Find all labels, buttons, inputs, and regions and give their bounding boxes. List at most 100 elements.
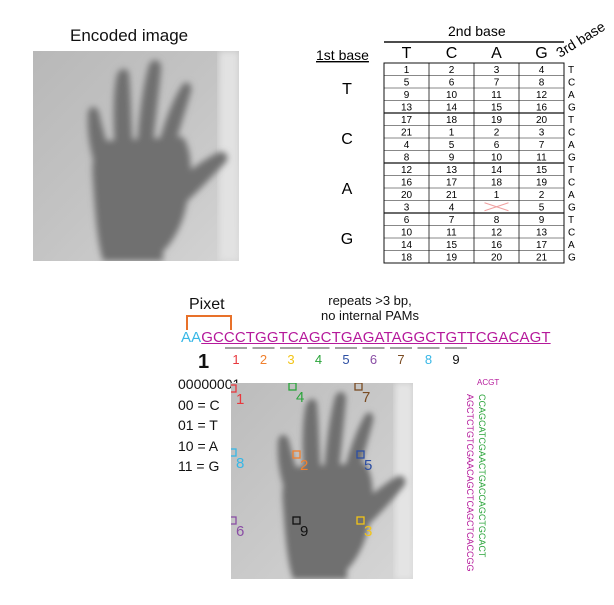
codon-value: 12 — [536, 90, 548, 101]
encoding-key-line: 11 = G — [178, 458, 220, 474]
first-base-header: 1st base — [316, 47, 369, 63]
codon-value: 20 — [401, 190, 413, 201]
first-base-label: A — [342, 181, 353, 198]
codon-value: 2 — [539, 190, 545, 201]
repeats-note: repeats >3 bp, no internal PAMs — [305, 293, 435, 323]
codon-value: 5 — [449, 140, 455, 151]
codon-value: 14 — [491, 165, 503, 176]
codon-value: 9 — [404, 90, 410, 101]
sequence-index-label: 1 — [198, 351, 209, 373]
marker-box — [356, 450, 365, 459]
codon-value: 20 — [491, 253, 503, 264]
marker-label: 1 — [236, 391, 244, 408]
third-base-label: G — [568, 203, 576, 214]
segment-number: 8 — [425, 352, 432, 367]
encoded-image-title: Encoded image — [70, 26, 189, 45]
pixet-label: Pixet — [189, 296, 225, 313]
second-base-header: 2nd base — [448, 23, 506, 39]
sequence-prefix: AA — [181, 329, 202, 346]
segment-number: 6 — [370, 352, 377, 367]
segment-number: 5 — [342, 352, 349, 367]
third-base-label: C — [568, 178, 575, 189]
third-base-label: T — [568, 215, 574, 226]
codon-value: 6 — [449, 78, 455, 89]
marker-label: 5 — [364, 457, 372, 474]
codon-value: 13 — [536, 228, 548, 239]
codon-value: 20 — [536, 115, 548, 126]
codon-value: 21 — [401, 128, 413, 139]
codon-value: 7 — [449, 215, 455, 226]
decoded-hand-image: 1 4 7 8 2 5 6 9 3 — [228, 382, 413, 579]
third-base-label: G — [568, 103, 576, 114]
third-base-label: A — [568, 190, 575, 201]
codon-value: 7 — [494, 78, 500, 89]
marker-label: 9 — [300, 523, 308, 540]
codon-value: 13 — [446, 165, 458, 176]
segment-number: 2 — [260, 352, 267, 367]
codon-value: 5 — [404, 78, 410, 89]
codon-value: 10 — [446, 90, 458, 101]
codon-value: 3 — [404, 203, 410, 214]
third-base-label: C — [568, 78, 575, 89]
codon-value: 16 — [401, 178, 413, 189]
third-base-label: A — [568, 90, 575, 101]
third-base-label: C — [568, 128, 575, 139]
codon-value: 1 — [449, 128, 455, 139]
marker-label: 4 — [296, 389, 304, 406]
strike-mark — [484, 202, 509, 212]
codon-value: 18 — [446, 115, 458, 126]
pixet-bracket — [186, 315, 232, 330]
marker-label: 8 — [236, 455, 244, 472]
codon-value: 6 — [404, 215, 410, 226]
marker-box — [354, 382, 363, 391]
hairpin-right-strand: CCAGCATCGAACTGACCAGCTGCACT — [477, 394, 487, 558]
hairpin-loop: ACGT — [477, 378, 499, 387]
codon-value: 4 — [404, 140, 410, 151]
codon-value: 21 — [446, 190, 458, 201]
marker-box — [292, 516, 301, 525]
marker-box — [356, 516, 365, 525]
encoded-hand-image — [33, 51, 239, 261]
codon-value: 5 — [539, 203, 545, 214]
segment-number-row: 1 1 2 3 4 5 6 7 8 9 — [198, 347, 467, 373]
first-base-label: G — [341, 231, 353, 248]
segment-number: 3 — [287, 352, 294, 367]
third-base-label: T — [568, 115, 574, 126]
codon-value: 4 — [539, 65, 545, 76]
codon-value: 17 — [536, 240, 548, 251]
third-base-label: T — [568, 65, 574, 76]
segment-number: 1 — [232, 352, 239, 367]
codon-value: 19 — [536, 178, 548, 189]
third-base-label: A — [568, 240, 575, 251]
codon-value: 18 — [401, 253, 413, 264]
repeats-note-line2: no internal PAMs — [320, 308, 420, 323]
codon-value: 8 — [494, 215, 500, 226]
codon-value: 11 — [491, 90, 502, 101]
codon-value: 9 — [539, 215, 545, 226]
codon-value: 11 — [536, 153, 547, 164]
marker-box — [292, 450, 301, 459]
codon-value: 2 — [494, 128, 500, 139]
decoded-hand-panel: 1 4 7 8 2 5 6 9 3 — [228, 382, 413, 584]
marker-label: 7 — [362, 389, 370, 406]
first-base-labels: T C A G — [341, 81, 353, 248]
segment-number: 7 — [397, 352, 404, 367]
codon-value: 19 — [446, 253, 458, 264]
repeats-note-line1: repeats >3 bp, — [328, 293, 412, 308]
third-base-label: A — [568, 140, 575, 151]
dna-sequence: AAGCCCTGGTCAGCTGAGATAGGCTGTTCGACAGT — [181, 329, 551, 346]
codon-value: 1 — [494, 190, 500, 201]
codon-value: 14 — [446, 103, 458, 114]
codon-value: 15 — [491, 103, 503, 114]
codon-value: 16 — [491, 240, 503, 251]
codon-value: 3 — [494, 65, 500, 76]
sequence-main: GCCCTGGTCAGCTGAGATAGGCTGTTCGACAGT — [201, 329, 551, 346]
codon-value: 10 — [401, 228, 413, 239]
codon-value: 4 — [449, 203, 455, 214]
third-base-label: T — [568, 165, 574, 176]
codon-value: 9 — [449, 153, 455, 164]
codon-value: 17 — [401, 115, 413, 126]
codon-value: 1 — [404, 65, 410, 76]
codon-value: 8 — [404, 153, 410, 164]
